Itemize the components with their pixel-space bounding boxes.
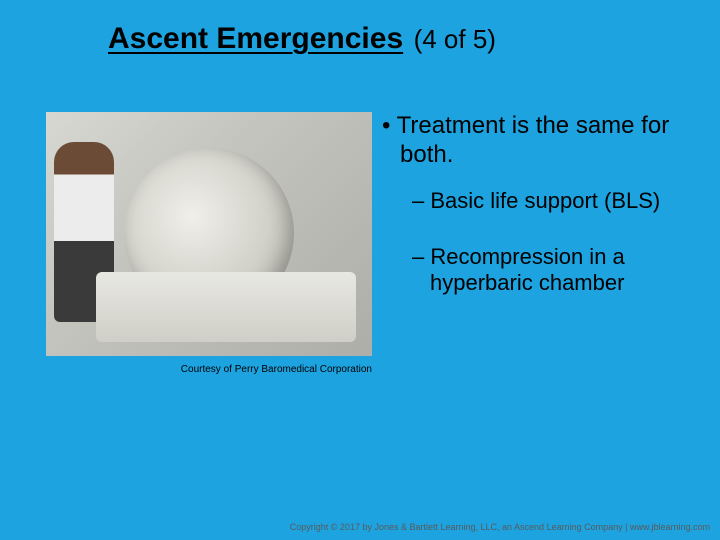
slide-title-area: Ascent Emergencies (4 of 5) bbox=[0, 0, 720, 56]
bullet-main: Treatment is the same for both. bbox=[378, 112, 696, 170]
copyright-footer: Copyright © 2017 by Jones & Bartlett Lea… bbox=[290, 522, 710, 532]
slide-title-counter: (4 of 5) bbox=[414, 24, 496, 54]
person-silhouette bbox=[54, 142, 114, 322]
hyperbaric-chamber-image bbox=[46, 112, 372, 356]
bullet-sub-1: Recompression in a hyperbaric chamber bbox=[412, 244, 696, 297]
content-row: Courtesy of Perry Baromedical Corporatio… bbox=[0, 112, 720, 375]
image-column: Courtesy of Perry Baromedical Corporatio… bbox=[0, 112, 372, 375]
image-caption: Courtesy of Perry Baromedical Corporatio… bbox=[46, 364, 372, 375]
text-column: Treatment is the same for both. Basic li… bbox=[372, 112, 720, 375]
slide-title-main: Ascent Emergencies bbox=[108, 22, 403, 55]
bullet-sub-0: Basic life support (BLS) bbox=[412, 188, 696, 214]
